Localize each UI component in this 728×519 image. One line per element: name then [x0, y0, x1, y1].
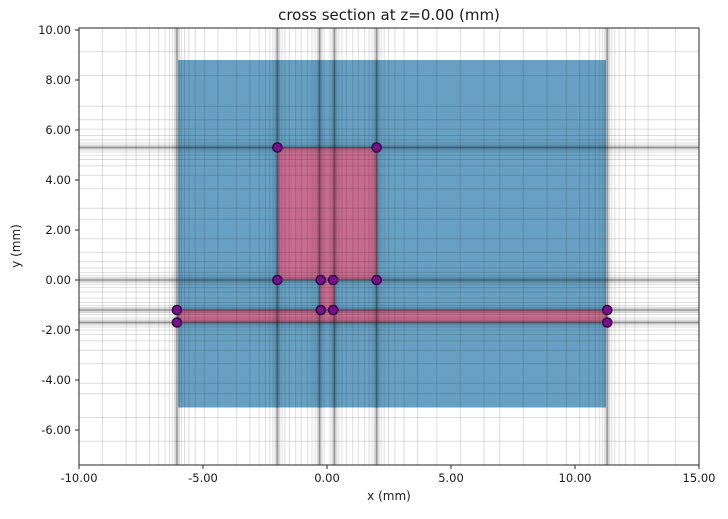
y-tick-label: -2.00 — [41, 323, 71, 337]
vertex-dot — [272, 142, 283, 153]
plot-area — [79, 28, 699, 465]
vertex-dot — [171, 317, 183, 328]
structures — [176, 60, 608, 408]
x-tick-label: 0.00 — [314, 471, 340, 485]
feed-via-rect — [319, 280, 335, 310]
x-axis-label: x (mm) — [367, 489, 411, 503]
mesh-interface-band-x — [604, 28, 610, 465]
mesh-interface-band-y — [79, 320, 699, 325]
vertex-dot — [272, 274, 283, 286]
x-tick-label: 10.00 — [559, 471, 592, 485]
vertex-dot — [371, 142, 382, 153]
ground-plane-rect — [176, 310, 608, 323]
mesh-interface-band-x — [331, 28, 337, 465]
mesh-interface-band-y — [79, 307, 699, 313]
y-tick-label: 10.00 — [38, 23, 71, 37]
mesh-interface-band-x — [317, 28, 323, 465]
x-tick-label: 5.00 — [438, 471, 464, 485]
mesh-interface-band-x — [374, 28, 380, 465]
y-axis-ticks: -6.00 -4.00 -2.00 0.00 2.00 4.00 6.00 8.00 10.00 — [38, 23, 79, 437]
vertex-dot — [171, 304, 183, 316]
vertex-dot — [327, 304, 339, 316]
x-tick-label: -5.00 — [188, 471, 218, 485]
mesh-interface-band-x — [274, 28, 280, 465]
y-tick-label: -4.00 — [41, 373, 71, 387]
mesh-grid — [79, 28, 699, 465]
vertex-dot — [327, 274, 339, 286]
simulation-region-rect — [178, 60, 606, 408]
y-tick-label: 8.00 — [45, 73, 71, 87]
x-axis-ticks: -10.00 -5.00 0.00 5.00 10.00 15.00 — [60, 465, 715, 485]
mesh-interface-band-y — [79, 145, 699, 150]
y-tick-label: 4.00 — [45, 173, 71, 187]
vertex-dot — [371, 274, 382, 286]
vertex-dot — [315, 304, 327, 316]
chart-title: cross section at z=0.00 (mm) — [278, 6, 500, 24]
patch-rect — [277, 147, 377, 280]
y-tick-label: -6.00 — [41, 423, 71, 437]
vertex-dot — [315, 274, 327, 286]
x-tick-label: 15.00 — [683, 471, 716, 485]
vertex-dot — [601, 304, 613, 316]
vertex-points — [171, 142, 613, 328]
y-tick-label: 0.00 — [45, 273, 71, 287]
x-tick-label: -10.00 — [60, 471, 97, 485]
mesh-interface-band-y — [79, 277, 699, 283]
vertex-dot — [601, 317, 613, 328]
mesh-interface-band-x — [174, 28, 180, 465]
axes-spines — [78, 27, 700, 466]
y-tick-label: 2.00 — [45, 223, 71, 237]
y-tick-label: 6.00 — [45, 123, 71, 137]
